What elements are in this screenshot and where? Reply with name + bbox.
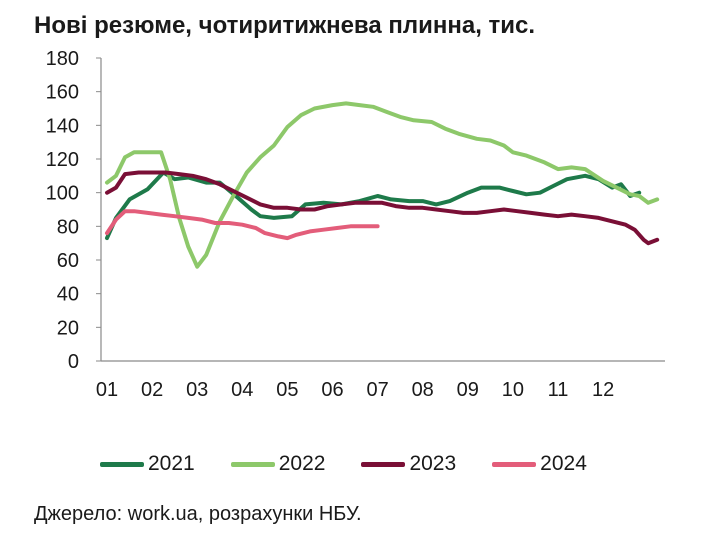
legend-swatch xyxy=(492,461,537,467)
chart-tick-labels: 0 20 40 60 80 100 120 140 160 180 01 02 03 04 05 06 07 08… xyxy=(46,48,615,401)
series-line-2024 xyxy=(105,209,380,241)
x-tick-label: 08 xyxy=(412,379,434,401)
legend-label: 2021 xyxy=(148,452,195,475)
x-tick-label: 03 xyxy=(186,379,208,401)
y-tick-label: 20 xyxy=(57,317,79,339)
legend-label: 2024 xyxy=(540,452,587,475)
x-tick-label: 11 xyxy=(548,379,569,401)
line-chart: 0 20 40 60 80 100 120 140 160 180 01 02 03 04 05 06 07 08… xyxy=(46,48,665,401)
legend-swatch xyxy=(230,461,275,467)
series-line-2023 xyxy=(105,170,660,246)
x-tick-label: 06 xyxy=(321,379,343,401)
legend-swatch xyxy=(361,461,406,467)
chart-axes xyxy=(96,57,665,362)
legend-item-2022: 2022 xyxy=(230,452,326,476)
legend-item-2023: 2023 xyxy=(361,452,456,476)
legend-item-2021: 2021 xyxy=(100,452,195,476)
y-tick-label: 120 xyxy=(46,149,79,171)
y-tick-label: 60 xyxy=(57,250,79,272)
x-tick-label: 02 xyxy=(141,379,163,401)
legend-label: 2022 xyxy=(278,452,326,475)
chart-title: Нові резюме, чотиритижнева плинна, тис. xyxy=(34,12,536,39)
x-tick-label: 01 xyxy=(96,379,118,401)
x-tick-label: 05 xyxy=(276,379,298,401)
y-tick-label: 180 xyxy=(46,48,79,70)
y-tick-label: 160 xyxy=(46,82,79,104)
x-tick-label: 04 xyxy=(231,379,253,401)
y-tick-label: 100 xyxy=(46,183,79,205)
chart-source-note: Джерело: work.ua, розрахунки НБУ. xyxy=(34,503,362,525)
legend-item-2024: 2024 xyxy=(492,452,587,476)
series-line-2021 xyxy=(105,170,642,241)
x-tick-label: 09 xyxy=(457,379,479,401)
x-tick-label: 10 xyxy=(502,379,524,401)
legend-label: 2023 xyxy=(409,452,457,475)
series-line-2022 xyxy=(105,101,660,269)
y-tick-label: 40 xyxy=(57,284,79,306)
chart-series-lines xyxy=(105,101,660,269)
y-tick-label: 140 xyxy=(46,115,79,137)
chart-legend: 2021 2022 2023 2024 xyxy=(100,452,587,476)
y-tick-label: 0 xyxy=(68,351,79,373)
legend-swatch xyxy=(100,461,144,467)
y-tick-label: 80 xyxy=(57,216,79,238)
x-tick-label: 07 xyxy=(366,379,388,401)
x-tick-label: 12 xyxy=(592,379,614,401)
